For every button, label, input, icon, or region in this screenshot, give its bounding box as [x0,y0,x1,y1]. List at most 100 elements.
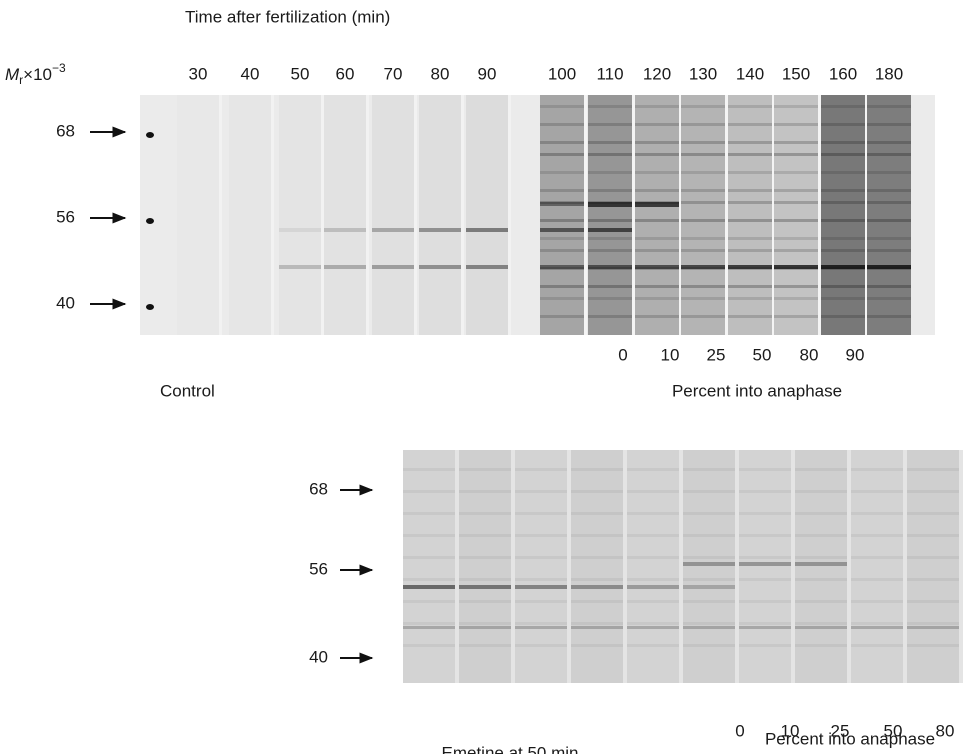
marker-label: 68 [56,121,75,140]
band [795,512,847,515]
band [795,556,847,559]
lane-gap [584,95,587,335]
band [588,153,632,156]
lane-gap [772,95,775,335]
lane-label: 90 [478,64,497,83]
band [774,285,818,288]
band [907,512,959,515]
band [627,490,679,493]
mr-symbol: M [5,65,20,84]
lane-gap [632,95,635,335]
band [821,249,865,252]
lane [515,450,567,683]
band [635,105,679,108]
band [851,512,903,515]
anaphase-value: 0 [618,345,627,364]
band [867,123,911,126]
band [728,237,772,240]
band [681,315,725,318]
band [851,626,903,629]
lane-label: 40 [241,64,260,83]
band [324,228,366,232]
band [540,141,584,144]
lane [177,95,219,335]
mr-exponent: −3 [52,61,66,75]
lane [774,95,818,335]
lane [683,450,735,683]
band [821,315,865,318]
band [588,297,632,300]
band [907,644,959,647]
band [588,105,632,108]
band [739,490,791,493]
lane [279,95,321,335]
band [419,228,461,232]
band [571,556,623,559]
band [728,315,772,318]
lane [571,450,623,683]
band [739,600,791,603]
lane-gap [735,450,739,683]
band [540,201,584,204]
lane [540,95,584,335]
band [635,315,679,318]
band [403,512,455,515]
band [795,622,847,625]
band [588,285,632,288]
band [739,512,791,515]
band [728,123,772,126]
band [324,265,366,269]
band [821,285,865,288]
lane [419,95,461,335]
band [681,249,725,252]
band [571,644,623,647]
band [774,297,818,300]
band [681,171,725,174]
band [728,219,772,222]
band [466,265,508,269]
band [867,265,911,269]
lane-gap [567,450,571,683]
band [681,105,725,108]
band [907,534,959,537]
band [588,249,632,252]
band [774,153,818,156]
lane [229,95,271,335]
band [728,249,772,252]
band [627,512,679,515]
lane-label: 110 [596,64,623,83]
lane-gap [959,450,963,683]
band [867,153,911,156]
band [683,585,735,589]
band [774,171,818,174]
mr-times: ×10 [23,65,52,84]
band [867,171,911,174]
band [681,201,725,204]
band [683,490,735,493]
band [795,578,847,581]
band [821,123,865,126]
band [867,189,911,192]
band [627,468,679,471]
band [588,219,632,222]
band [540,297,584,300]
band [795,562,847,566]
band [867,219,911,222]
band [571,578,623,581]
band [627,622,679,625]
band [635,123,679,126]
band [681,123,725,126]
band [627,626,679,629]
band [588,141,632,144]
band [907,578,959,581]
band [907,622,959,625]
band [681,265,725,269]
marker-dot [146,132,154,138]
band [728,141,772,144]
band [571,585,623,589]
lane-gap [461,95,464,335]
band [739,562,791,566]
band [851,622,903,625]
marker-label: 40 [56,293,75,312]
marker-dot [146,218,154,224]
